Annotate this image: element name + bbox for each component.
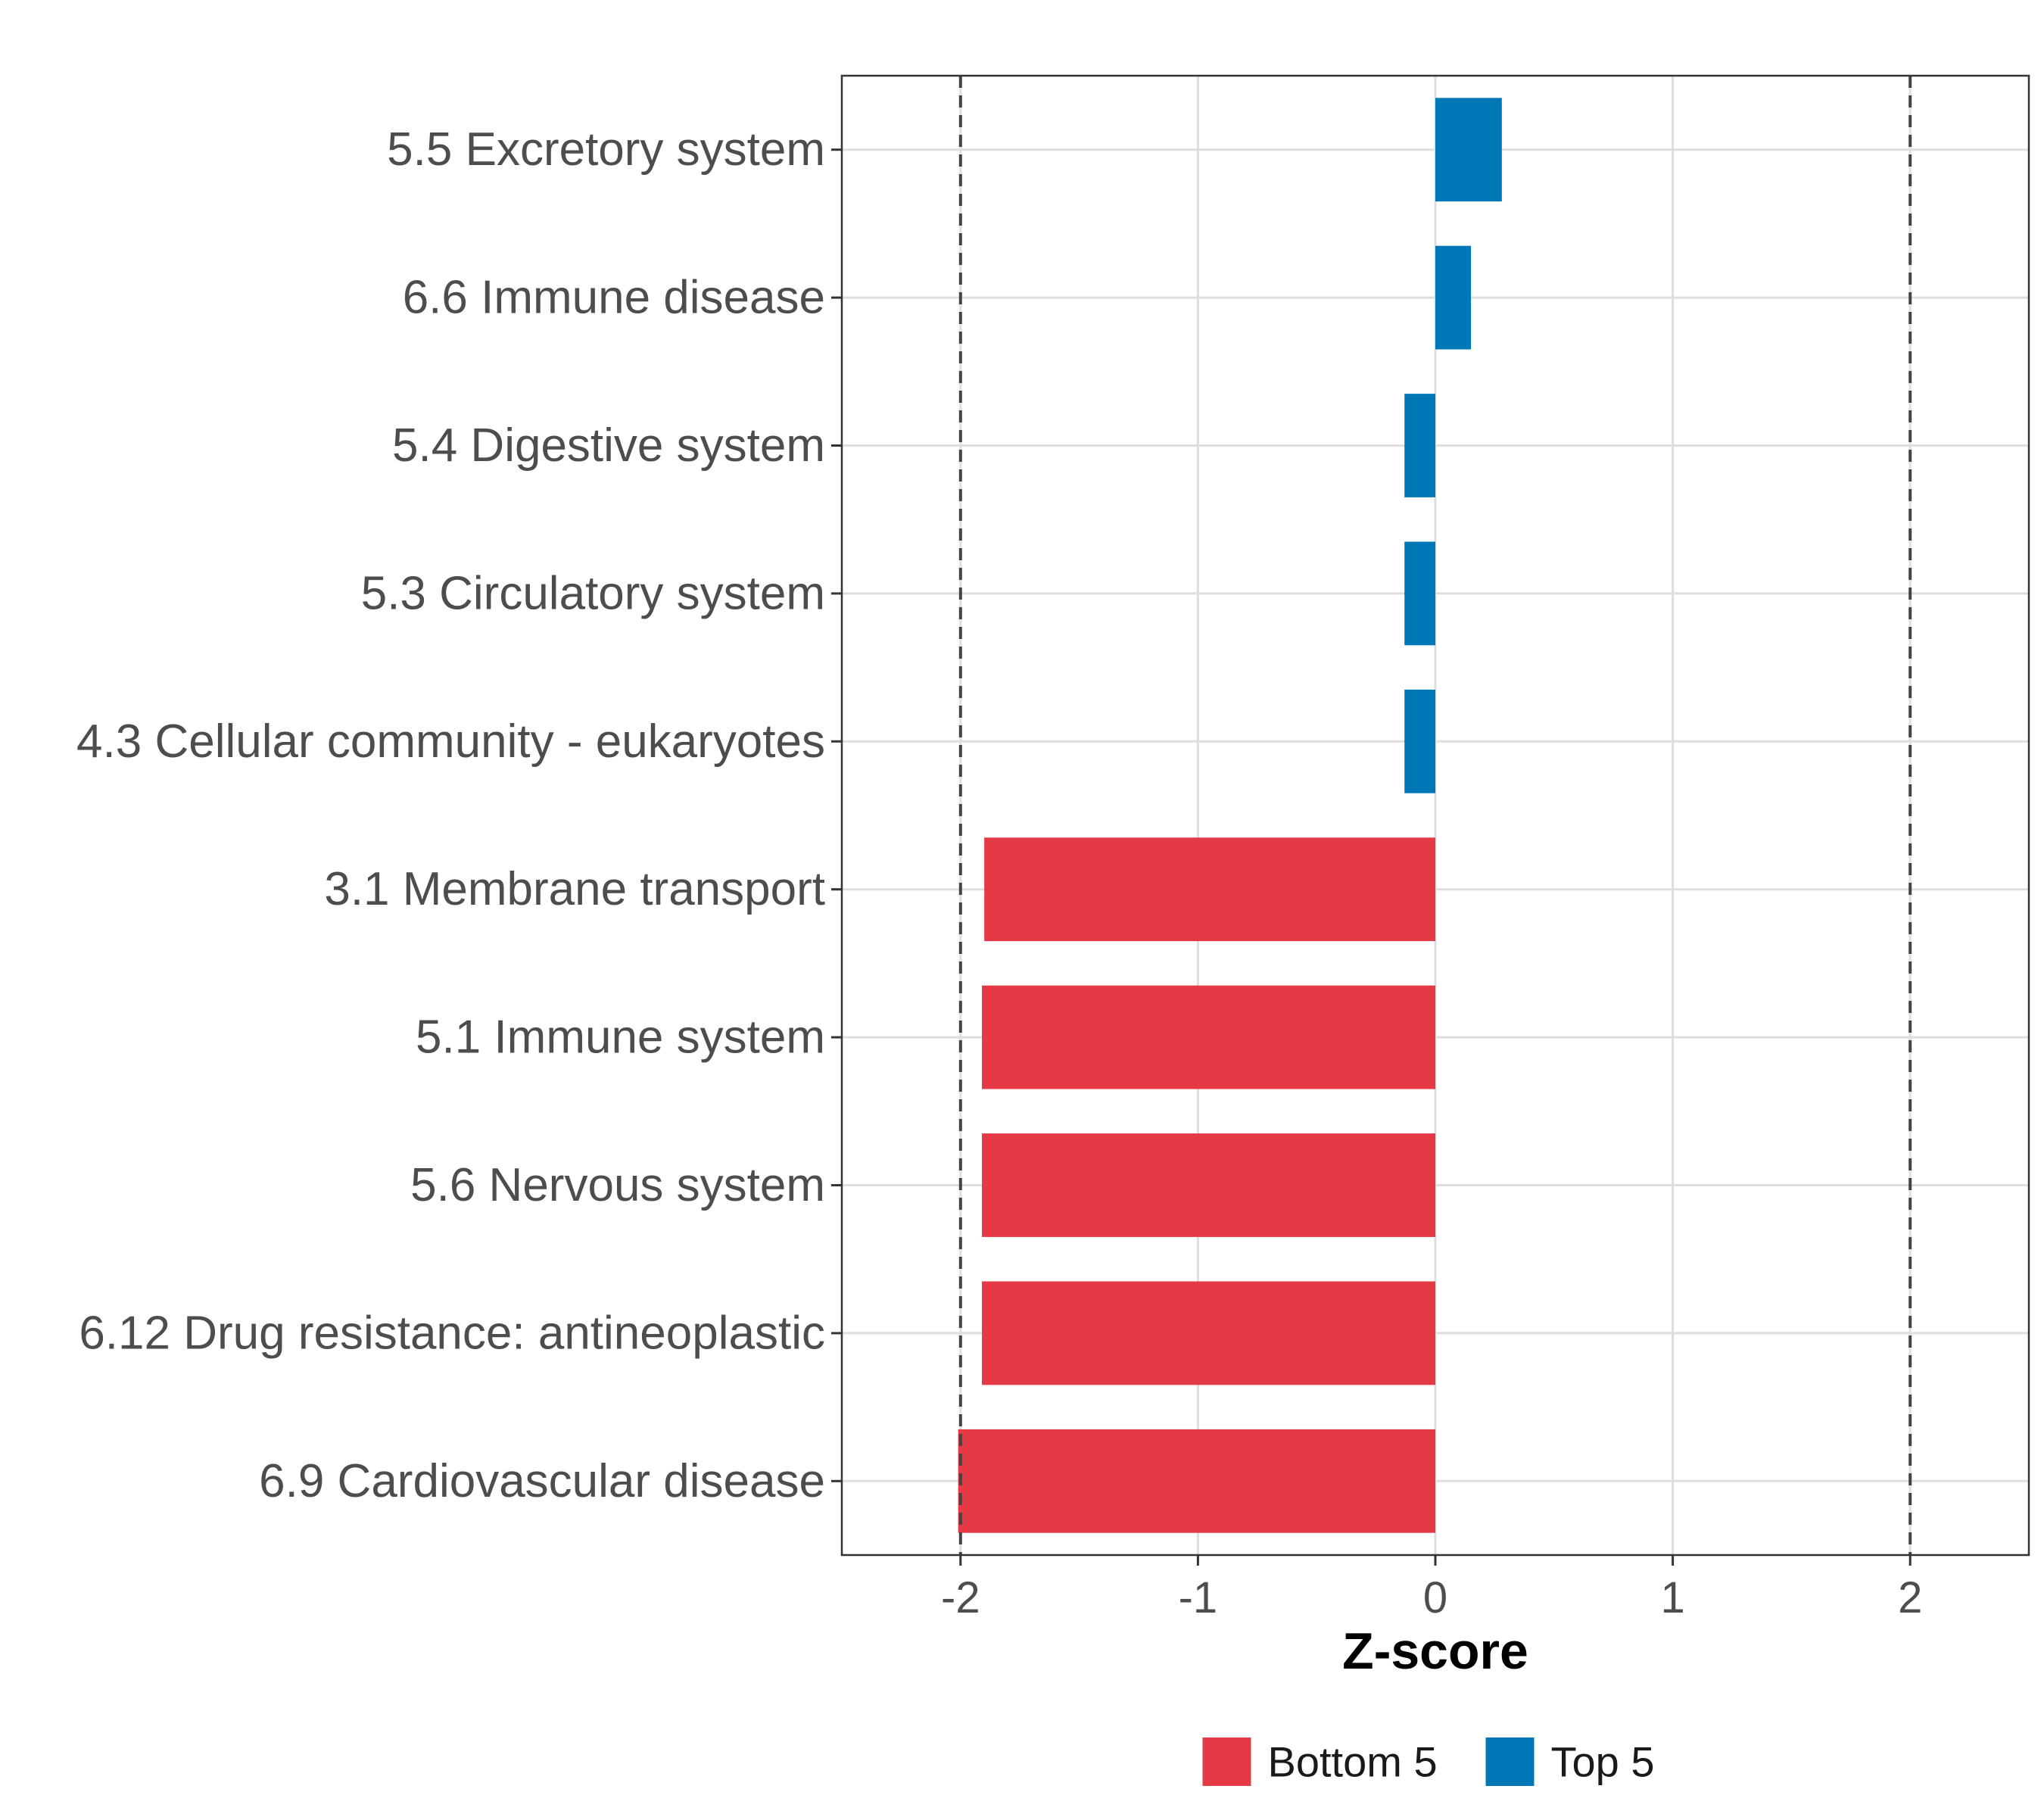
y-tick-label: 6.9 Cardiovascular disease xyxy=(259,1455,825,1507)
y-axis: 5.5 Excretory system 6.6 Immune disease 5.… xyxy=(76,123,842,1507)
x-tick-label: -1 xyxy=(1179,1573,1218,1622)
legend-label: Bottom 5 xyxy=(1268,1738,1438,1786)
bar xyxy=(1404,541,1435,646)
bar xyxy=(1435,245,1472,350)
y-tick-label: 5.5 Excretory system xyxy=(387,123,825,176)
bar xyxy=(984,837,1435,942)
y-tick-label: 5.6 Nervous system xyxy=(410,1159,825,1211)
x-tick-label: 1 xyxy=(1660,1573,1684,1622)
x-tick-label: 0 xyxy=(1423,1573,1447,1622)
bar xyxy=(982,985,1435,1089)
reference-lines xyxy=(958,76,1912,1555)
x-tick-label: -2 xyxy=(941,1573,980,1622)
legend-label: Top 5 xyxy=(1551,1738,1655,1786)
x-axis-title: Z-score xyxy=(1342,1622,1528,1680)
legend-item: Top 5 xyxy=(1485,1738,1655,1786)
bar xyxy=(1404,689,1435,793)
y-tick-label: 5.1 Immune system xyxy=(416,1011,825,1064)
bar xyxy=(982,1133,1435,1237)
y-tick-label: 5.4 Digestive system xyxy=(392,419,825,472)
x-tick-label: 2 xyxy=(1898,1573,1922,1622)
legend-item: Bottom 5 xyxy=(1202,1738,1438,1786)
bar xyxy=(1404,394,1435,497)
y-tick-label: 3.1 Membrane transport xyxy=(324,863,825,915)
y-tick-label: 4.3 Cellular community - eukaryotes xyxy=(76,715,825,768)
legend: Bottom 5 Top 5 xyxy=(1202,1738,1655,1786)
bar xyxy=(1435,98,1502,202)
bar xyxy=(958,1429,1435,1533)
legend-swatch xyxy=(1202,1738,1251,1786)
y-tick-label: 6.6 Immune disease xyxy=(403,272,825,324)
x-axis: -2 -1 0 1 2 xyxy=(941,1555,1922,1622)
bar xyxy=(982,1281,1435,1385)
bars-layer xyxy=(958,98,1502,1533)
legend-swatch xyxy=(1485,1738,1535,1786)
y-tick-label: 5.3 Circulatory system xyxy=(361,567,825,619)
y-tick-label: 6.12 Drug resistance: antineoplastic xyxy=(79,1307,825,1359)
